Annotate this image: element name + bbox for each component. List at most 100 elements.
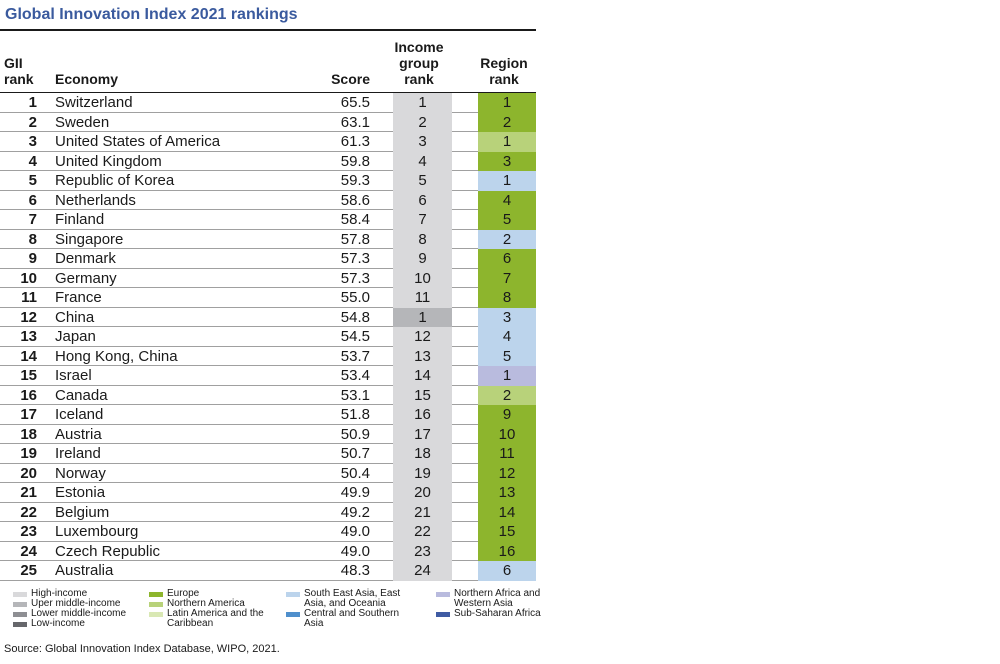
score-cell: 53.1 (340, 386, 370, 404)
economy-cell: Finland (55, 211, 105, 229)
gii-rank-cell: 24 (20, 542, 37, 560)
table-row: 12 China 54.8 1 3 (0, 307, 536, 328)
economy-cell: Norway (55, 464, 106, 482)
region-rank-cell: 9 (478, 405, 536, 425)
region-rank-cell: 6 (478, 561, 536, 581)
table-row: 25 Australia 48.3 24 6 (0, 561, 536, 581)
table-row: 10 Germany 57.3 10 7 (0, 268, 536, 289)
income-group-rank-cell: 1 (393, 93, 452, 113)
gii-rank-cell: 6 (28, 191, 37, 209)
economy-cell: Hong Kong, China (55, 347, 178, 365)
gii-rank-cell: 20 (20, 464, 37, 482)
economy-cell: Switzerland (55, 94, 133, 111)
gii-rank-cell: 1 (28, 94, 37, 111)
table-row: 23 Luxembourg 49.0 22 15 (0, 522, 536, 542)
swatch-icon (149, 592, 163, 597)
economy-cell: China (55, 308, 95, 326)
income-group-rank-cell: 4 (393, 151, 452, 172)
score-cell: 53.7 (340, 347, 370, 365)
score-cell: 57.3 (340, 269, 370, 287)
economy-cell: France (55, 289, 102, 307)
economy-cell: Belgium (55, 503, 110, 521)
gii-rank-cell: 18 (20, 425, 37, 443)
score-cell: 49.0 (340, 542, 370, 560)
economy-cell: Israel (55, 367, 92, 385)
legend-central-southern-asia: Central and Southern Asia (286, 609, 411, 629)
legend-europe: Europe (149, 589, 199, 599)
region-rank-cell: 1 (478, 93, 536, 113)
region-rank-cell: 4 (478, 327, 536, 347)
score-cell: 61.3 (340, 133, 370, 151)
gii-rank-cell: 25 (20, 562, 37, 580)
gii-rank-cell: 23 (20, 523, 37, 541)
table-row: 5 Republic of Korea 59.3 5 1 (0, 171, 536, 191)
income-group-rank-cell: 18 (393, 444, 452, 464)
legend: High-income Uper middle-income Lower mid… (13, 589, 543, 631)
score-cell: 50.4 (340, 464, 370, 482)
rankings-table: 1 Switzerland 65.5 1 1 2 Sweden 63.1 2 2 3 United S… (0, 93, 536, 581)
gii-rank-cell: 3 (28, 133, 37, 151)
swatch-icon (13, 592, 27, 597)
score-cell: 59.8 (340, 152, 370, 170)
gii-rank-cell: 5 (28, 172, 37, 190)
income-group-rank-cell: 24 (393, 561, 452, 581)
header-income-group-rank: Income group rank (394, 39, 444, 87)
swatch-icon (13, 602, 27, 607)
table-row: 22 Belgium 49.2 21 14 (0, 502, 536, 523)
source-note: Source: Global Innovation Index Database… (4, 643, 280, 655)
income-group-rank-cell: 1 (393, 307, 452, 328)
income-group-rank-cell: 22 (393, 522, 452, 542)
income-group-rank-cell: 5 (393, 171, 452, 191)
economy-cell: United Kingdom (55, 152, 162, 170)
income-group-rank-cell: 15 (393, 385, 452, 406)
table-row: 20 Norway 50.4 19 12 (0, 463, 536, 484)
region-rank-cell: 1 (478, 132, 536, 152)
score-cell: 58.4 (340, 211, 370, 229)
table-row: 13 Japan 54.5 12 4 (0, 327, 536, 347)
score-cell: 51.8 (340, 406, 370, 424)
gii-rank-cell: 21 (20, 484, 37, 502)
income-group-rank-cell: 12 (393, 327, 452, 347)
score-cell: 49.9 (340, 484, 370, 502)
gii-rank-cell: 7 (28, 211, 37, 229)
economy-cell: Germany (55, 269, 117, 287)
table-row: 17 Iceland 51.8 16 9 (0, 405, 536, 425)
region-rank-cell: 16 (478, 541, 536, 562)
swatch-icon (436, 612, 450, 617)
gii-rank-cell: 12 (20, 308, 37, 326)
economy-cell: Denmark (55, 250, 116, 268)
economy-cell: Ireland (55, 445, 101, 463)
table-row: 16 Canada 53.1 15 2 (0, 385, 536, 406)
region-rank-cell: 4 (478, 190, 536, 211)
gii-rank-cell: 8 (28, 230, 37, 248)
score-cell: 55.0 (340, 289, 370, 307)
header-divider (0, 92, 536, 93)
header-region-rank: Region rank (480, 55, 528, 87)
region-rank-cell: 7 (478, 268, 536, 289)
swatch-icon (286, 592, 300, 597)
table-row: 18 Austria 50.9 17 10 (0, 424, 536, 445)
gii-rank-cell: 17 (20, 406, 37, 424)
swatch-icon (13, 622, 27, 627)
header-score: Score (331, 71, 370, 87)
economy-cell: Singapore (55, 230, 124, 248)
score-cell: 58.6 (340, 191, 370, 209)
page-title: Global Innovation Index 2021 rankings (5, 6, 298, 23)
income-group-rank-cell: 11 (393, 288, 452, 308)
swatch-icon (149, 612, 163, 617)
economy-cell: Australia (55, 562, 114, 580)
economy-cell: Estonia (55, 484, 106, 502)
economy-cell: Austria (55, 425, 102, 443)
legend-upper-middle-income: Uper middle-income (13, 599, 120, 609)
income-group-rank-cell: 6 (393, 190, 452, 211)
score-cell: 59.3 (340, 172, 370, 190)
header-gii-rank: GII rank (4, 55, 34, 87)
score-cell: 49.2 (340, 503, 370, 521)
table-row: 6 Netherlands 58.6 6 4 (0, 190, 536, 211)
income-group-rank-cell: 21 (393, 502, 452, 523)
gii-rank-cell: 13 (20, 328, 37, 346)
swatch-icon (149, 602, 163, 607)
header-economy: Economy (55, 71, 119, 87)
region-rank-cell: 1 (478, 171, 536, 191)
swatch-icon (13, 612, 27, 617)
